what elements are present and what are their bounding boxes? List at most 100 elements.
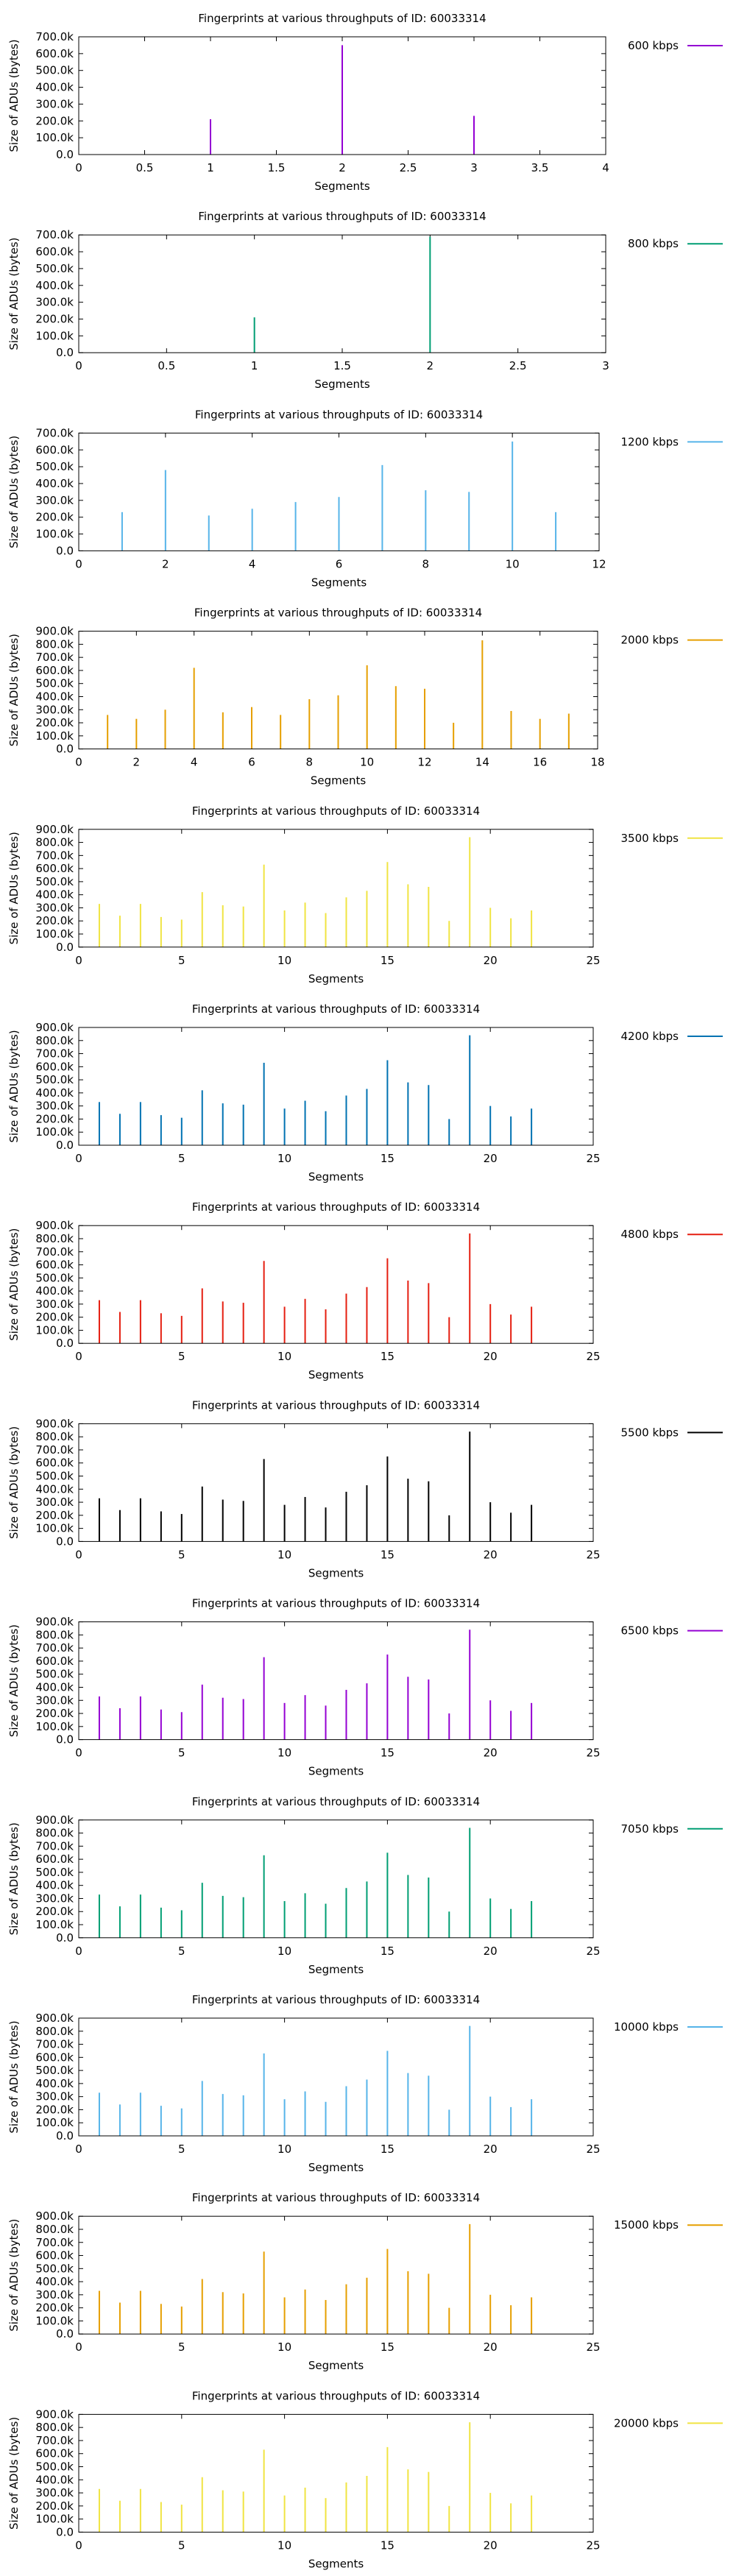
legend-label: 15000 kbps	[614, 2218, 679, 2232]
y-tick-label: 100.0k	[35, 2513, 74, 2526]
x-axis-label: Segments	[308, 2557, 364, 2570]
y-tick-label: 900.0k	[35, 823, 74, 836]
chart-title: Fingerprints at various throughputs of I…	[192, 1597, 480, 1610]
x-tick-label: 20	[484, 1548, 498, 1561]
y-tick-label: 700.0k	[35, 2236, 74, 2249]
y-tick-label: 0.0	[56, 148, 74, 161]
y-tick-label: 200.0k	[35, 2301, 74, 2315]
y-tick-label: 800.0k	[35, 1827, 74, 1840]
y-tick-label: 100.0k	[35, 1125, 74, 1139]
y-axis-label: Size of ADUs (bytes)	[7, 832, 21, 944]
y-tick-label: 400.0k	[35, 1284, 74, 1298]
chart-title: Fingerprints at various throughputs of I…	[198, 210, 486, 223]
plot-frame	[78, 631, 598, 750]
y-tick-label: 400.0k	[35, 888, 74, 902]
y-tick-label: 900.0k	[35, 1219, 74, 1232]
x-tick-label: 20	[484, 2340, 498, 2354]
y-tick-label: 500.0k	[35, 677, 74, 690]
x-tick-label: 5	[178, 2538, 185, 2552]
x-tick-label: 18	[590, 756, 604, 769]
x-tick-label: 1	[251, 359, 258, 372]
chart-title: Fingerprints at various throughputs of I…	[192, 1398, 480, 1412]
y-tick-label: 200.0k	[35, 1905, 74, 1918]
x-tick-label: 0	[75, 954, 82, 967]
x-tick-label: 5	[178, 2142, 185, 2156]
y-tick-label: 100.0k	[35, 1522, 74, 1535]
y-tick-label: 700.0k	[35, 2038, 74, 2051]
y-axis-label: Size of ADUs (bytes)	[7, 2417, 21, 2530]
y-tick-label: 500.0k	[35, 1470, 74, 1483]
x-tick-label: 4	[602, 161, 609, 174]
x-tick-label: 0	[75, 756, 82, 769]
y-tick-label: 100.0k	[35, 329, 74, 342]
x-tick-label: 15	[381, 2340, 394, 2354]
x-tick-label: 10	[277, 954, 291, 967]
x-tick-label: 0.5	[136, 161, 154, 174]
x-tick-label: 3.5	[531, 161, 549, 174]
y-tick-label: 900.0k	[35, 625, 74, 638]
x-axis-label: Segments	[308, 1765, 364, 1778]
y-tick-label: 300.0k	[35, 1892, 74, 1905]
x-tick-label: 15	[381, 1350, 394, 1363]
x-tick-label: 10	[506, 557, 520, 570]
x-tick-label: 5	[178, 1350, 185, 1363]
y-tick-label: 300.0k	[35, 1496, 74, 1509]
y-tick-label: 0.0	[56, 743, 74, 756]
y-tick-label: 600.0k	[35, 1655, 74, 1668]
y-tick-label: 100.0k	[35, 528, 74, 541]
y-tick-label: 700.0k	[35, 30, 74, 43]
y-tick-label: 900.0k	[35, 1814, 74, 1827]
y-tick-label: 400.0k	[35, 477, 74, 490]
chart-panel-12: Fingerprints at various throughputs of I…	[7, 2191, 723, 2372]
y-tick-label: 600.0k	[35, 2050, 74, 2064]
x-tick-label: 0	[75, 1152, 82, 1165]
plot-frame	[78, 2017, 594, 2137]
y-tick-label: 500.0k	[35, 875, 74, 888]
x-tick-label: 0	[75, 1548, 82, 1561]
chart-title: Fingerprints at various throughputs of I…	[192, 804, 480, 818]
y-tick-label: 200.0k	[35, 716, 74, 729]
y-tick-label: 500.0k	[35, 460, 74, 473]
y-tick-label: 200.0k	[35, 312, 74, 325]
plot-frame	[78, 2215, 594, 2335]
y-tick-label: 300.0k	[35, 494, 74, 507]
x-tick-label: 10	[277, 2538, 291, 2552]
legend-label: 3500 kbps	[621, 832, 679, 845]
x-tick-label: 10	[277, 2142, 291, 2156]
plot-frame	[78, 36, 606, 155]
y-tick-label: 500.0k	[35, 1668, 74, 1681]
y-axis-label: Size of ADUs (bytes)	[7, 1822, 21, 1935]
chart-panel-3: Fingerprints at various throughputs of I…	[7, 408, 723, 589]
y-tick-label: 400.0k	[35, 1482, 74, 1496]
x-tick-label: 25	[586, 1548, 600, 1561]
y-tick-label: 300.0k	[35, 703, 74, 716]
y-tick-label: 700.0k	[35, 1641, 74, 1655]
y-tick-label: 0.0	[56, 346, 74, 359]
x-tick-label: 2.5	[509, 359, 527, 372]
y-tick-label: 300.0k	[35, 901, 74, 914]
x-tick-label: 10	[277, 1350, 291, 1363]
chart-title: Fingerprints at various throughputs of I…	[192, 1200, 480, 1214]
y-tick-label: 100.0k	[35, 131, 74, 144]
y-tick-label: 0.0	[56, 1733, 74, 1747]
x-tick-label: 0.5	[158, 359, 175, 372]
x-tick-label: 2	[133, 756, 141, 769]
x-tick-label: 25	[586, 2538, 600, 2552]
y-tick-label: 0.0	[56, 544, 74, 557]
y-tick-label: 900.0k	[35, 2011, 74, 2025]
y-axis-label: Size of ADUs (bytes)	[7, 2020, 21, 2133]
chart-panel-5: Fingerprints at various throughputs of I…	[7, 804, 723, 986]
y-tick-label: 600.0k	[35, 2249, 74, 2262]
plot-frame	[78, 432, 600, 551]
x-tick-label: 20	[484, 1152, 498, 1165]
y-axis-label: Size of ADUs (bytes)	[7, 1426, 21, 1539]
y-tick-label: 600.0k	[35, 1457, 74, 1470]
x-tick-label: 12	[417, 756, 431, 769]
chart-title: Fingerprints at various throughputs of I…	[192, 2389, 480, 2402]
x-axis-label: Segments	[308, 2161, 364, 2174]
y-tick-label: 600.0k	[35, 245, 74, 258]
plot-frame	[78, 1423, 594, 1542]
y-tick-label: 400.0k	[35, 2275, 74, 2288]
legend-label: 4200 kbps	[621, 1030, 679, 1043]
